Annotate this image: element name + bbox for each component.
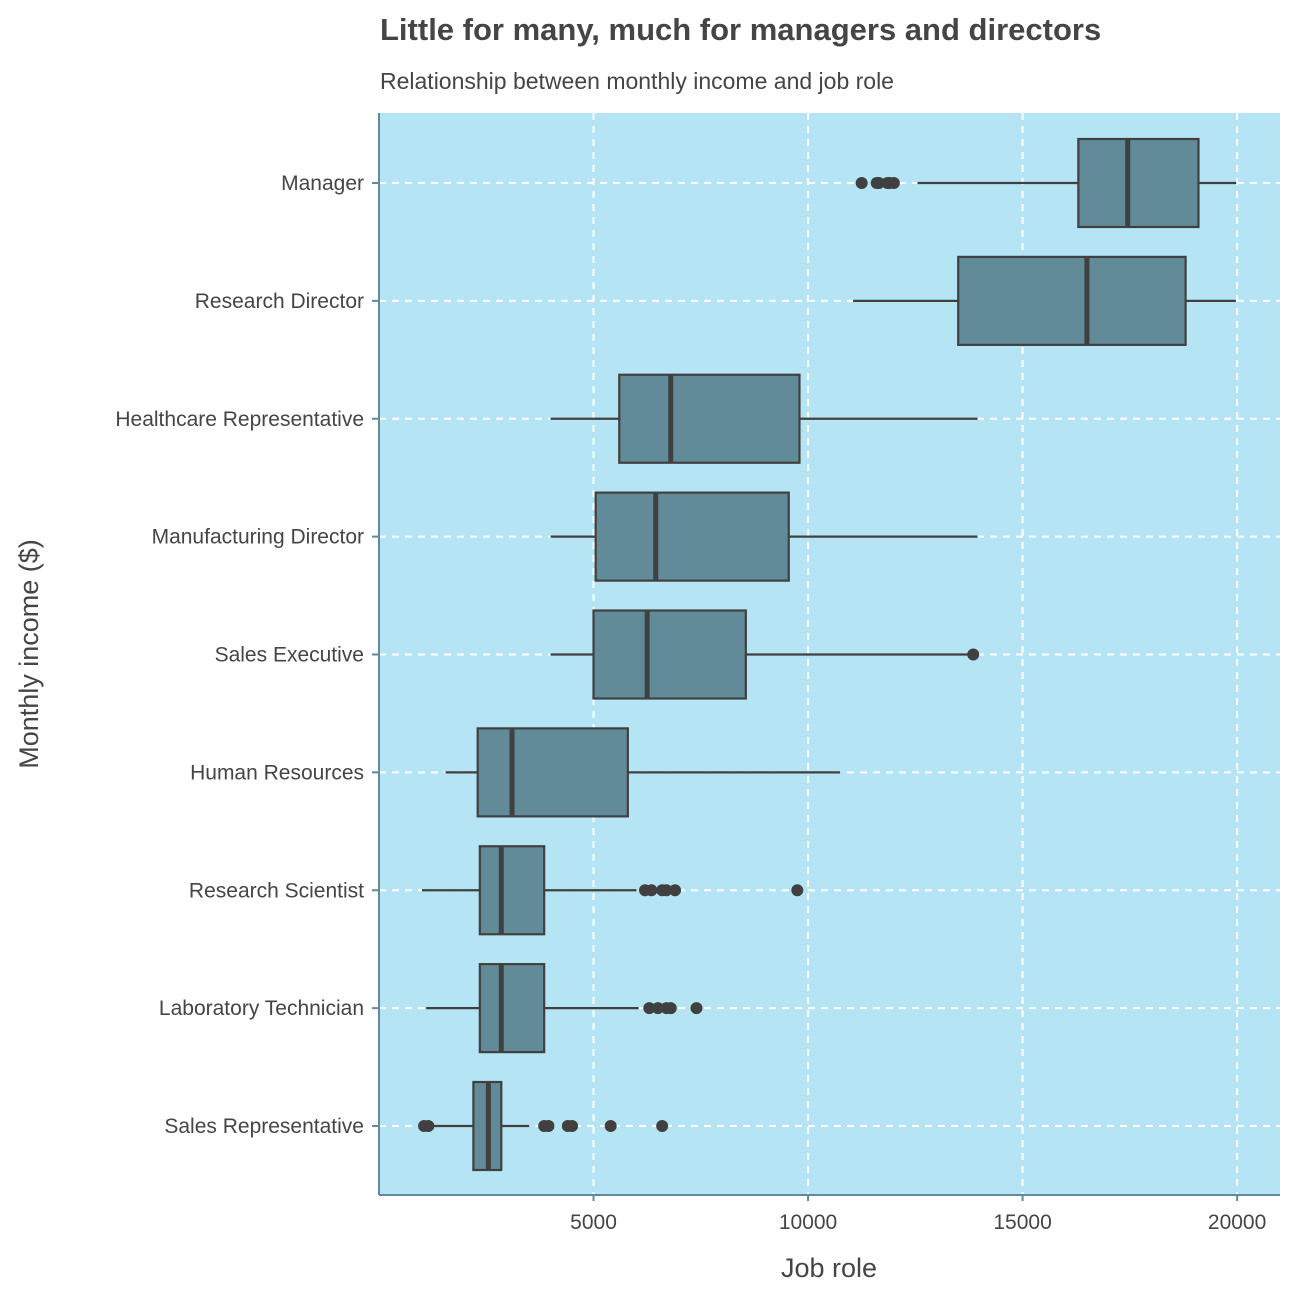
- grid-lines: [379, 113, 1280, 1195]
- y-tick-label: Healthcare Representative: [115, 408, 364, 431]
- y-tick-label: Sales Representative: [164, 1115, 364, 1138]
- outlier-point: [643, 1002, 656, 1015]
- box-iqr: [594, 491, 790, 582]
- y-tick-label: Laboratory Technician: [159, 997, 364, 1020]
- y-tick-label: Human Resources: [190, 761, 364, 784]
- outlier-point: [566, 1120, 579, 1132]
- outlier-point: [651, 1002, 664, 1015]
- outlier-point: [791, 884, 804, 897]
- outlier-point: [887, 177, 900, 189]
- box-healthcare-representative: [550, 373, 978, 464]
- box-series: [418, 137, 1237, 1172]
- box-human-resources: [445, 727, 841, 818]
- outlier-point: [604, 1120, 617, 1132]
- y-tick-label: Manufacturing Director: [152, 526, 364, 549]
- y-tick-label: Sales Executive: [215, 644, 364, 667]
- box-research-scientist: [421, 845, 804, 936]
- outlier-point: [967, 648, 980, 661]
- outlier-point: [690, 1002, 703, 1015]
- box-laboratory-technician: [426, 963, 703, 1054]
- box-iqr: [618, 373, 801, 464]
- chart-title: Little for many, much for managers and d…: [380, 12, 1102, 47]
- x-axis-title: Job role: [781, 1253, 877, 1283]
- box-iqr: [592, 609, 747, 700]
- box-sales-executive: [550, 609, 980, 700]
- box-manager: [855, 137, 1237, 229]
- chart-subtitle: Relationship between monthly income and …: [380, 68, 894, 94]
- x-tick-label: 5000: [570, 1211, 617, 1234]
- y-tick-label: Manager: [281, 172, 364, 195]
- outlier-point: [645, 884, 658, 897]
- outlier-point: [872, 177, 885, 189]
- box-iqr: [476, 727, 629, 818]
- y-tick-label: Research Director: [195, 290, 364, 313]
- x-tick-label: 10000: [779, 1211, 837, 1234]
- box-research-director: [853, 255, 1236, 346]
- outlier-point: [855, 177, 868, 189]
- y-ticks: Manager Research Director Healthcare Repre…: [115, 172, 379, 1138]
- box-iqr: [478, 963, 546, 1054]
- box-iqr: [478, 845, 546, 936]
- box-manufacturing-director: [550, 491, 978, 582]
- y-tick-label: Research Scientist: [189, 879, 364, 902]
- x-tick-label: 15000: [993, 1211, 1051, 1234]
- outlier-point: [660, 884, 673, 897]
- outlier-point: [422, 1120, 435, 1132]
- x-tick-label: 20000: [1208, 1211, 1266, 1234]
- outlier-point: [669, 884, 682, 897]
- x-ticks: 5000 10000 15000 20000: [570, 1195, 1266, 1234]
- box-iqr: [1077, 137, 1200, 229]
- outlier-point: [664, 1002, 677, 1015]
- y-axis-title: Monthly income ($): [14, 539, 44, 769]
- box-iqr: [957, 255, 1187, 346]
- outlier-point: [542, 1120, 555, 1132]
- outlier-point: [656, 1120, 669, 1132]
- box-sales-representative: [418, 1080, 669, 1172]
